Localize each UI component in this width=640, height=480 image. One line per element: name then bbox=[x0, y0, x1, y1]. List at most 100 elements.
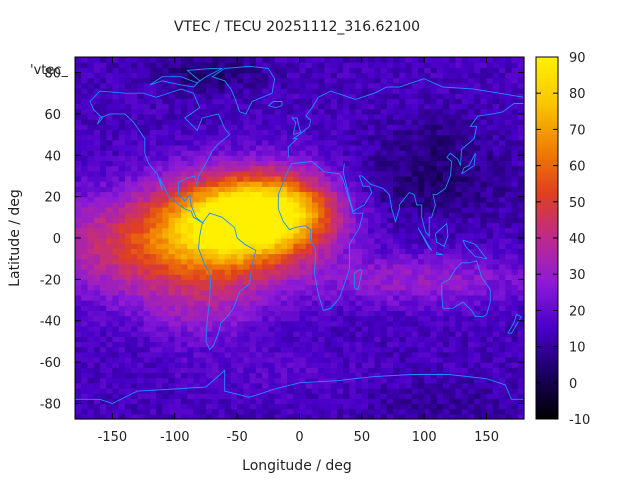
heatmap-cell bbox=[99, 320, 107, 327]
heatmap-cell bbox=[143, 206, 151, 213]
heatmap-cell bbox=[212, 181, 220, 187]
heatmap-cell bbox=[274, 403, 282, 410]
heatmap-cell bbox=[449, 258, 457, 265]
heatmap-cell bbox=[174, 320, 182, 327]
heatmap-cell bbox=[386, 150, 394, 156]
heatmap-cell bbox=[442, 258, 450, 265]
heatmap-cell bbox=[293, 165, 301, 172]
heatmap-cell bbox=[393, 377, 400, 384]
heatmap-cell bbox=[193, 398, 201, 405]
heatmap-cell bbox=[99, 315, 107, 322]
heatmap-cell bbox=[162, 160, 170, 167]
heatmap-cell bbox=[318, 274, 326, 280]
heatmap-cell bbox=[311, 134, 319, 141]
heatmap-cell bbox=[511, 274, 519, 280]
heatmap-cell bbox=[124, 362, 132, 368]
heatmap-cell bbox=[343, 232, 350, 239]
heatmap-cell bbox=[299, 284, 307, 291]
heatmap-cell bbox=[399, 206, 407, 213]
heatmap-cell bbox=[181, 377, 188, 384]
heatmap-cell bbox=[474, 72, 481, 79]
heatmap-cell bbox=[405, 181, 413, 187]
heatmap-cell bbox=[480, 119, 488, 125]
heatmap-cell bbox=[205, 274, 213, 280]
heatmap-cell bbox=[336, 139, 344, 146]
heatmap-cell bbox=[274, 222, 282, 229]
heatmap-cell bbox=[268, 191, 276, 198]
heatmap-cell bbox=[274, 294, 282, 301]
heatmap-cell bbox=[449, 93, 457, 99]
heatmap-cell bbox=[274, 325, 282, 332]
heatmap-cell bbox=[417, 67, 425, 74]
heatmap-cell bbox=[517, 263, 525, 270]
heatmap-cell bbox=[205, 144, 213, 151]
heatmap-cell bbox=[218, 82, 226, 89]
heatmap-cell bbox=[230, 305, 238, 311]
heatmap-cell bbox=[199, 294, 207, 301]
heatmap-cell bbox=[75, 346, 82, 353]
heatmap-cell bbox=[162, 372, 170, 379]
heatmap-cell bbox=[224, 139, 232, 146]
heatmap-cell bbox=[181, 310, 188, 317]
heatmap-cell bbox=[336, 217, 344, 224]
heatmap-cell bbox=[324, 119, 332, 125]
heatmap-cell bbox=[168, 398, 176, 405]
heatmap-cell bbox=[461, 88, 469, 94]
heatmap-cell bbox=[305, 408, 313, 415]
heatmap-cell bbox=[455, 300, 463, 306]
heatmap-cell bbox=[411, 243, 419, 249]
heatmap-cell bbox=[511, 351, 519, 358]
heatmap-cell bbox=[118, 72, 126, 79]
heatmap-cell bbox=[106, 181, 114, 187]
heatmap-cell bbox=[355, 98, 363, 105]
heatmap-cell bbox=[81, 201, 89, 208]
heatmap-cell bbox=[199, 351, 207, 358]
heatmap-cell bbox=[249, 206, 257, 213]
heatmap-cell bbox=[461, 124, 469, 130]
heatmap-cell bbox=[374, 88, 382, 94]
heatmap-cell bbox=[499, 238, 506, 244]
heatmap-cell bbox=[399, 305, 407, 311]
heatmap-cell bbox=[205, 408, 213, 415]
heatmap-cell bbox=[436, 279, 444, 286]
heatmap-cell bbox=[343, 191, 350, 198]
heatmap-cell bbox=[112, 269, 120, 275]
heatmap-cell bbox=[411, 77, 419, 84]
heatmap-cell bbox=[380, 222, 388, 229]
heatmap-cell bbox=[411, 320, 419, 327]
heatmap-cell bbox=[106, 331, 114, 337]
heatmap-cell bbox=[255, 196, 263, 203]
heatmap-cell bbox=[442, 300, 450, 306]
heatmap-cell bbox=[480, 284, 488, 291]
heatmap-cell bbox=[287, 160, 294, 167]
heatmap-cell bbox=[287, 108, 294, 115]
heatmap-cell bbox=[480, 300, 488, 306]
heatmap-cell bbox=[268, 82, 276, 89]
heatmap-cell bbox=[87, 160, 95, 167]
heatmap-cell bbox=[168, 408, 176, 415]
heatmap-cell bbox=[237, 88, 244, 94]
heatmap-cell bbox=[162, 155, 170, 162]
heatmap-cell bbox=[361, 206, 369, 213]
heatmap-cell bbox=[268, 170, 276, 177]
heatmap-cell bbox=[442, 186, 450, 193]
heatmap-cell bbox=[218, 222, 226, 229]
heatmap-cell bbox=[355, 88, 363, 94]
heatmap-cell bbox=[162, 108, 170, 115]
heatmap-cell bbox=[106, 196, 114, 203]
heatmap-cell bbox=[461, 165, 469, 172]
heatmap-cell bbox=[106, 57, 114, 63]
heatmap-cell bbox=[93, 206, 101, 213]
heatmap-cell bbox=[287, 300, 294, 306]
heatmap-cell bbox=[249, 356, 257, 363]
heatmap-cell bbox=[311, 413, 319, 420]
heatmap-cell bbox=[199, 77, 207, 84]
heatmap-cell bbox=[212, 367, 220, 374]
heatmap-cell bbox=[324, 263, 332, 270]
heatmap-cell bbox=[386, 119, 394, 125]
heatmap-cell bbox=[262, 165, 269, 172]
heatmap-cell bbox=[349, 279, 357, 286]
heatmap-cell bbox=[187, 258, 195, 265]
heatmap-cell bbox=[405, 382, 413, 389]
heatmap-cell bbox=[355, 305, 363, 311]
